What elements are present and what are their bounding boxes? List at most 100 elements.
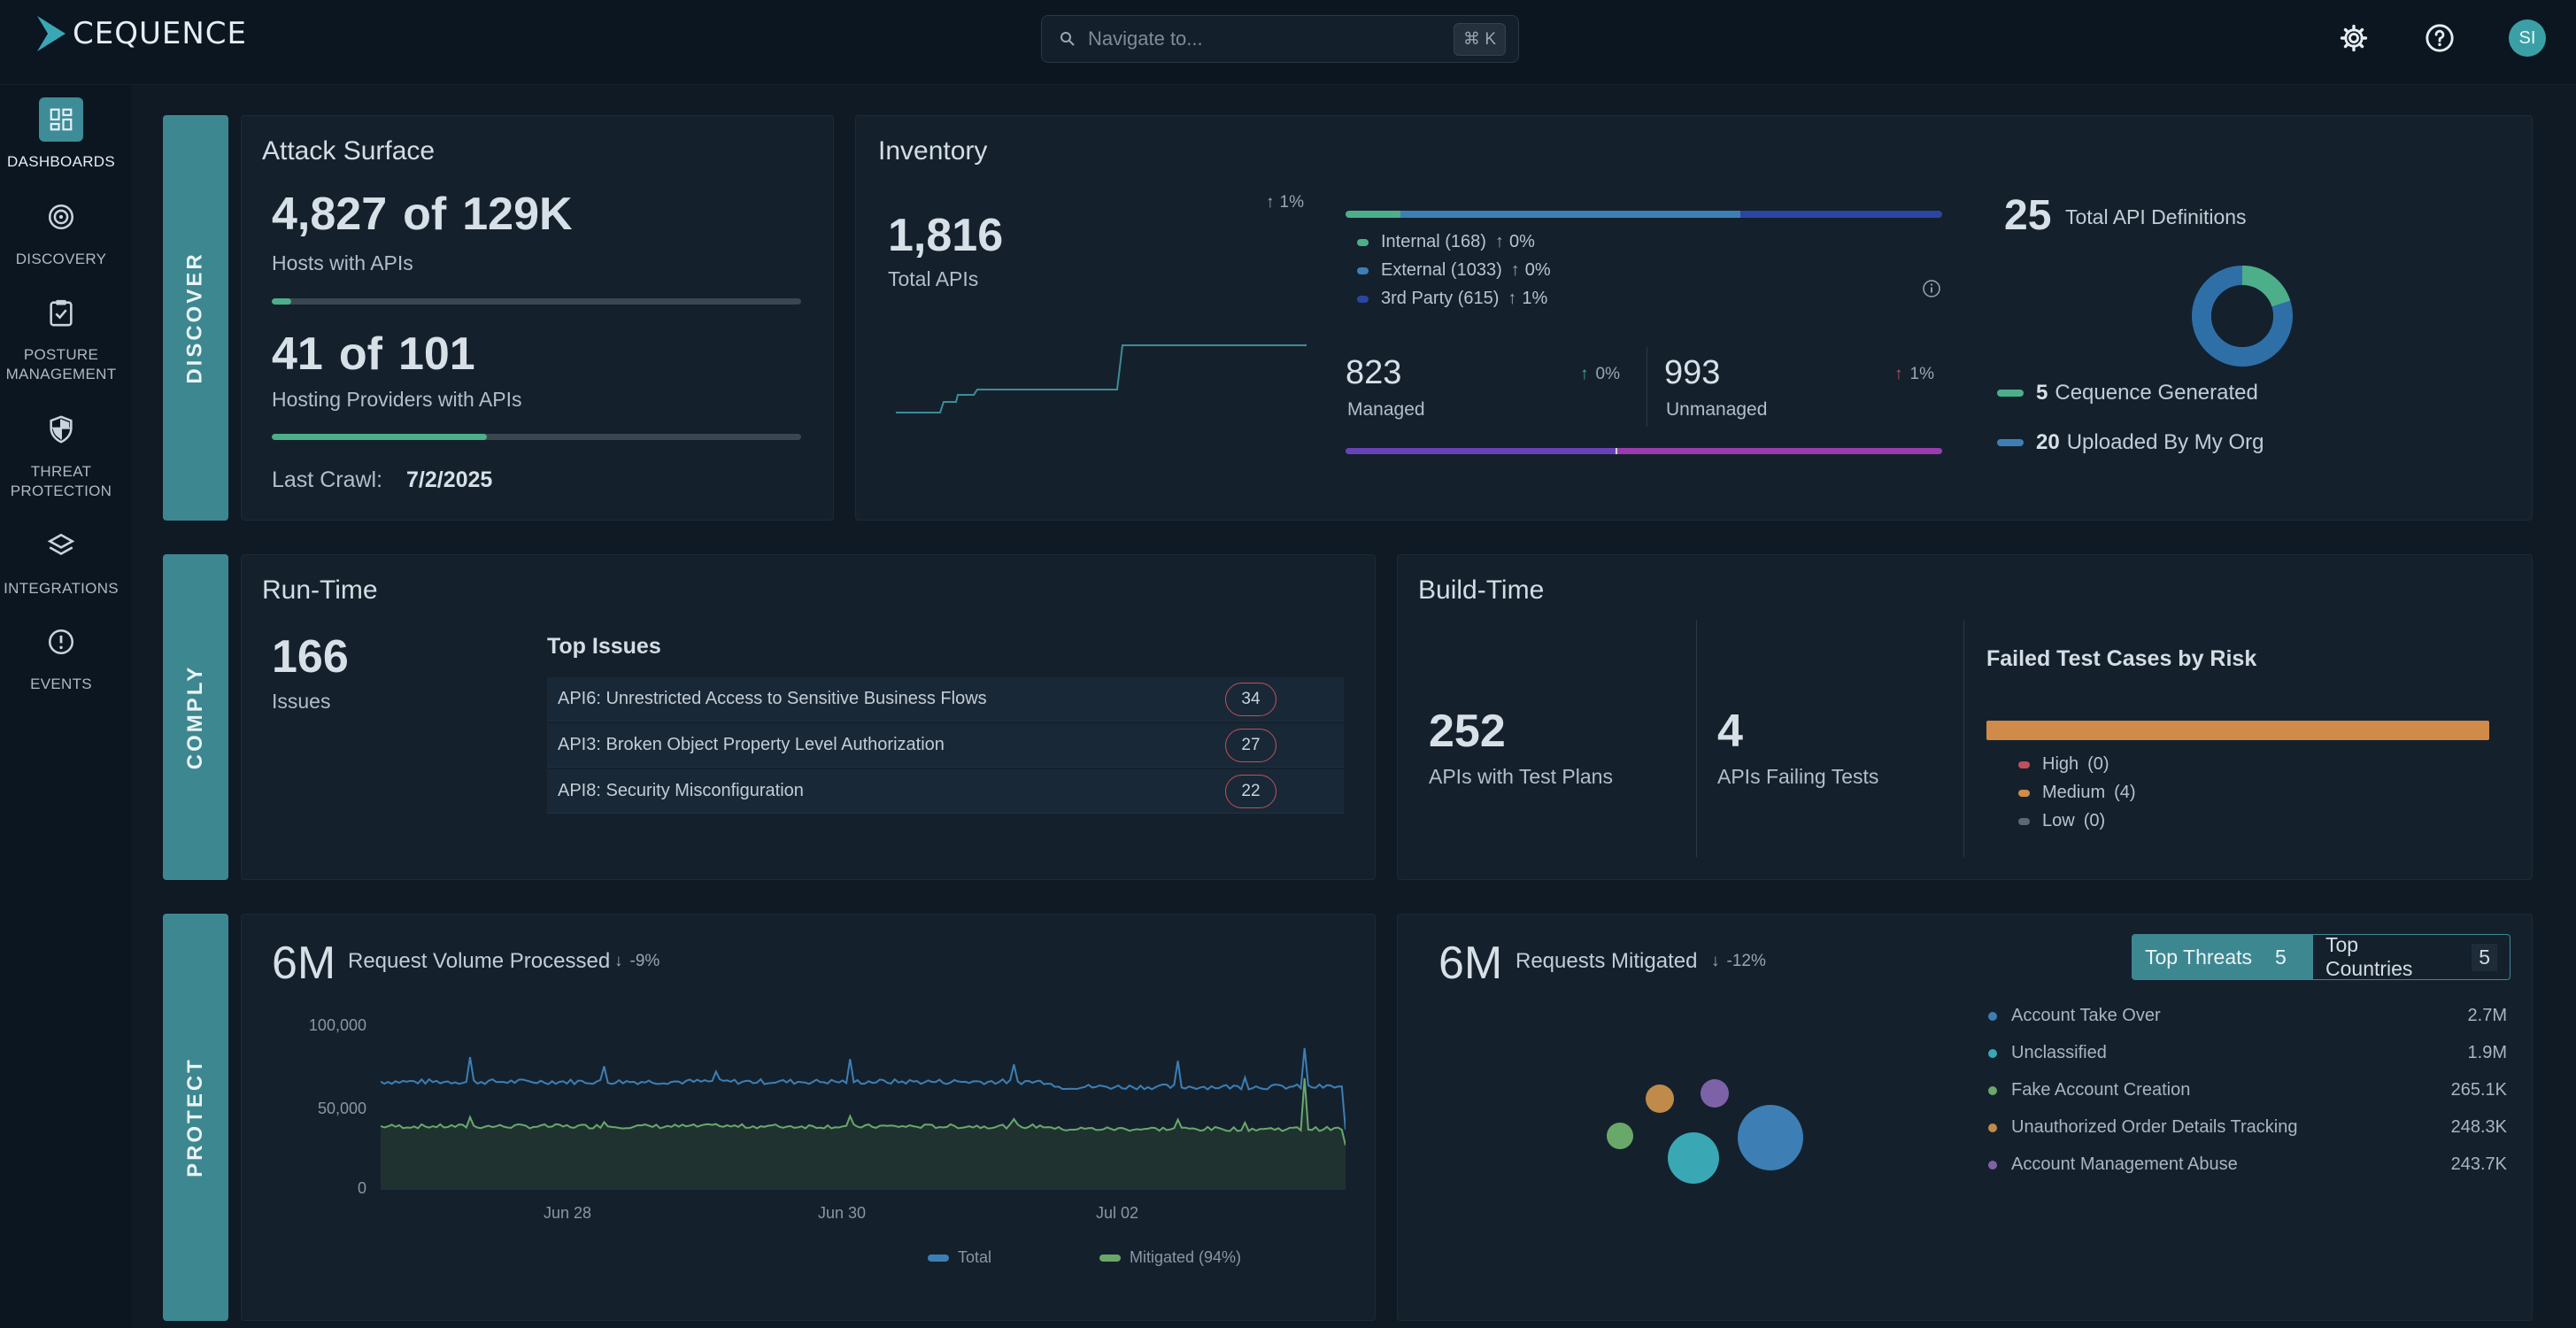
bubble-unclassified[interactable] — [1668, 1132, 1719, 1184]
sidebar-item-label: INTEGRATIONS — [4, 580, 119, 597]
section-tab-protect[interactable]: PROTECT — [163, 914, 228, 1321]
legend-dot — [1357, 266, 1369, 274]
last-crawl: Last Crawl: 7/2/2025 — [272, 467, 493, 492]
legend-mitigated[interactable]: Mitigated (94%) — [1099, 1248, 1241, 1267]
providers-label: Hosting Providers with APIs — [272, 388, 522, 411]
sidebar-item-threat-protection[interactable]: THREAT PROTECTION — [0, 407, 122, 501]
unmanaged-change: ↑ 1% — [1894, 365, 1934, 383]
tab-top-threats[interactable]: Top Threats 5 — [2132, 934, 2312, 980]
managed-label: Managed — [1347, 399, 1425, 420]
failing-label: APIs Failing Tests — [1717, 765, 1879, 788]
bubble-account-management-abuse[interactable] — [1701, 1079, 1729, 1108]
sidebar: DASHBOARDS DISCOVERY POSTURE MANAGEMENT … — [0, 85, 131, 1328]
threat-row[interactable]: Fake Account Creation 265.1K — [1988, 1080, 2507, 1100]
risk-bar — [1986, 721, 2489, 740]
legend-dot — [1988, 1160, 1997, 1170]
legend-low: Low (0) — [2018, 811, 2105, 831]
inventory-breakdown-bar — [1346, 211, 1942, 218]
attack-surface-card — [241, 115, 834, 521]
threat-row[interactable]: Account Take Over 2.7M — [1988, 1006, 2507, 1026]
help-icon[interactable] — [2421, 19, 2458, 57]
legend-dot — [1988, 1011, 1997, 1021]
issue-row[interactable]: API8: Security Misconfiguration 22 — [547, 769, 1344, 814]
inventory-title: Inventory — [878, 136, 988, 166]
third-party-segment — [1739, 211, 1942, 218]
app-name: CEQUENCE — [73, 16, 248, 51]
top-bar: CEQUENCE Navigate to... ⌘ K SI — [0, 0, 2576, 85]
sidebar-item-events[interactable]: EVENTS — [0, 620, 122, 694]
managed-value: 823 — [1346, 354, 1402, 391]
clipboard-check-icon — [39, 290, 83, 335]
arrow-up-icon: ↑ — [1494, 232, 1504, 251]
arrow-down-icon: ↓ — [614, 952, 623, 970]
legend-generated: 5 Cequence Generated — [1997, 381, 2258, 405]
legend-uploaded: 20 Uploaded By My Org — [1997, 430, 2264, 455]
managed-split-bar — [1346, 448, 1942, 454]
definitions-donut — [2192, 266, 2293, 367]
threat-row[interactable]: Unauthorized Order Details Tracking 248.3… — [1988, 1117, 2507, 1138]
mitigated-series-area — [381, 1077, 1346, 1190]
internal-segment — [1346, 211, 1401, 218]
split-marker — [1616, 448, 1618, 454]
tab-top-countries[interactable]: Top Countries 5 — [2312, 933, 2510, 980]
total-apis-sparkline — [896, 344, 1307, 413]
sidebar-item-posture-management[interactable]: POSTURE MANAGEMENT — [0, 290, 122, 384]
threat-row[interactable]: Account Management Abuse 243.7K — [1988, 1154, 2507, 1175]
legend-medium: Medium (4) — [2018, 783, 2136, 803]
sidebar-item-label: THREAT PROTECTION — [10, 463, 112, 499]
unmanaged-segment — [1617, 448, 1942, 454]
legend-external: External (1033) ↑ 0% — [1357, 260, 1551, 281]
search-placeholder: Navigate to... — [1088, 27, 1203, 50]
arrow-up-icon: ↑ — [1266, 193, 1275, 212]
arrow-up-icon: ↑ — [1580, 365, 1589, 383]
sidebar-item-integrations[interactable]: INTEGRATIONS — [0, 524, 122, 598]
failing-count: 4 — [1717, 706, 1743, 757]
attack-surface-title: Attack Surface — [262, 136, 436, 166]
cequence-logo-icon — [37, 16, 66, 51]
definitions-count: 25 — [2004, 192, 2052, 239]
test-plans-label: APIs with Test Plans — [1429, 765, 1613, 788]
avatar[interactable]: SI — [2509, 19, 2546, 57]
buildtime-title: Build-Time — [1418, 575, 1545, 605]
legend-third-party: 3rd Party (615) ↑ 1% — [1357, 289, 1547, 309]
issue-row[interactable]: API6: Unrestricted Access to Sensitive B… — [547, 677, 1344, 722]
legend-dot — [2018, 817, 2030, 825]
legend-dot — [1997, 390, 2024, 397]
shortcut-badge: ⌘ K — [1454, 22, 1506, 56]
dashboard-icon — [39, 97, 83, 142]
section-tab-discover[interactable]: DISCOVER — [163, 115, 228, 521]
request-volume-value: 6M — [272, 938, 336, 989]
issue-row[interactable]: API3: Broken Object Property Level Autho… — [547, 723, 1344, 768]
settings-icon[interactable] — [2335, 19, 2372, 57]
sidebar-item-dashboards[interactable]: DASHBOARDS — [0, 97, 122, 172]
legend-dot — [2018, 789, 2030, 797]
issue-count-badge: 27 — [1225, 728, 1276, 762]
definitions-label: Total API Definitions — [2065, 205, 2247, 228]
bubble-account-take-over[interactable] — [1738, 1105, 1803, 1170]
managed-segment — [1346, 448, 1616, 454]
search-input[interactable]: Navigate to... ⌘ K — [1041, 15, 1519, 63]
y-tick: 100,000 — [308, 1016, 366, 1034]
threat-row[interactable]: Unclassified 1.9M — [1988, 1043, 2507, 1063]
legend-dot — [1988, 1123, 1997, 1132]
legend-total[interactable]: Total — [928, 1248, 991, 1267]
arrow-up-icon: ↑ — [1510, 260, 1520, 280]
logo[interactable]: CEQUENCE — [35, 12, 247, 55]
managed-change: ↑ 0% — [1580, 365, 1620, 383]
last-crawl-value: 7/2/2025 — [406, 467, 493, 492]
unmanaged-label: Unmanaged — [1666, 399, 1768, 420]
sidebar-item-label: DASHBOARDS — [6, 153, 116, 170]
providers-stat: 41 of 101 — [272, 328, 475, 380]
bubble-unauthorized-order-details-tracking[interactable] — [1646, 1085, 1674, 1113]
bubble-fake-account-creation[interactable] — [1607, 1123, 1633, 1149]
info-icon[interactable] — [1922, 279, 1941, 298]
generated-slice — [2192, 266, 2293, 367]
y-tick: 0 — [357, 1179, 366, 1197]
total-series-line — [381, 1047, 1346, 1131]
divider — [1696, 620, 1697, 857]
legend-high: High (0) — [2018, 754, 2109, 775]
section-tab-comply[interactable]: COMPLY — [163, 554, 228, 880]
arrow-up-icon: ↑ — [1894, 365, 1903, 383]
arrow-up-icon: ↑ — [1508, 289, 1517, 308]
sidebar-item-discovery[interactable]: DISCOVERY — [0, 195, 122, 269]
